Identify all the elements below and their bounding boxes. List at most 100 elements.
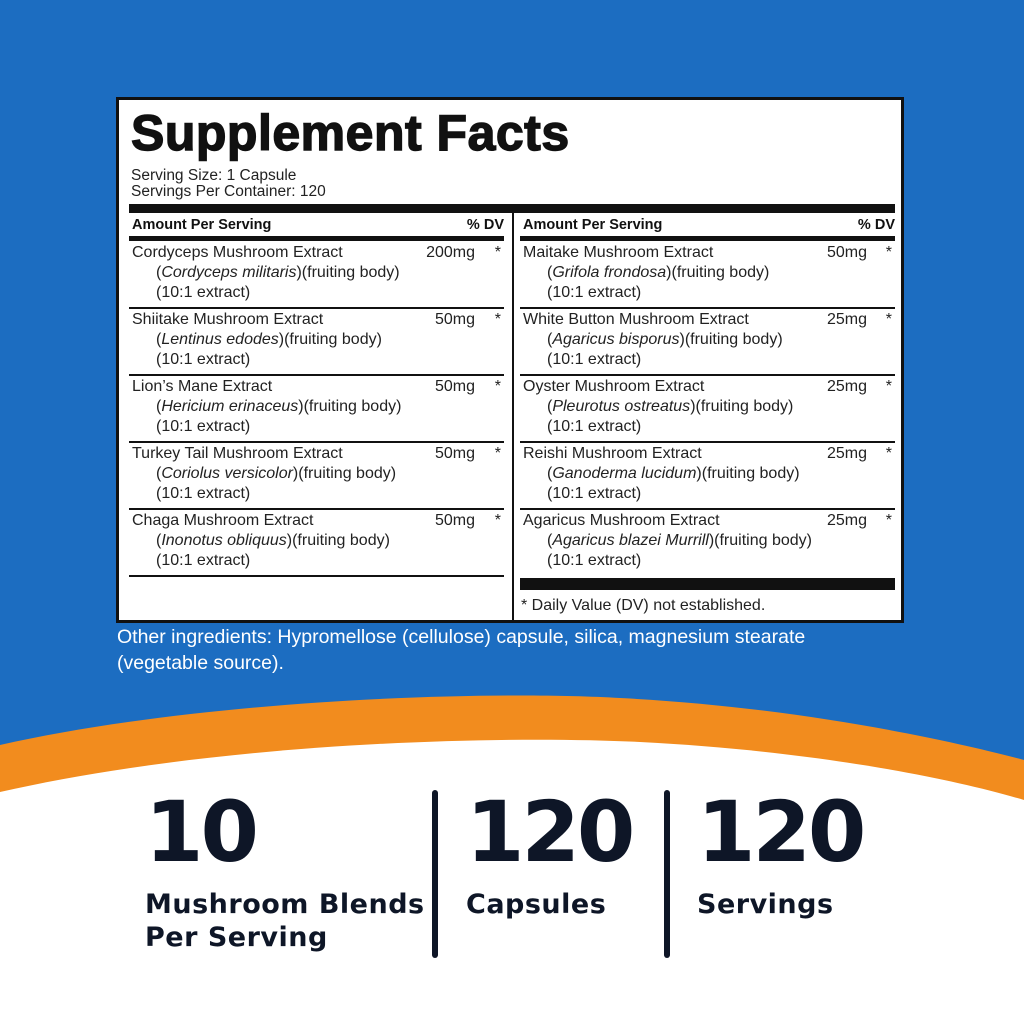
ingredient-extract: (10:1 extract) — [156, 284, 251, 301]
ingredient-name: Cordyceps Mushroom Extract — [132, 244, 343, 261]
ingredient-name: Reishi Mushroom Extract — [523, 445, 702, 462]
ingredient-amount: 25mg — [826, 445, 867, 462]
ingredient-extract: (10:1 extract) — [156, 552, 251, 569]
paren: ( — [156, 398, 162, 415]
ingredient-dv: * — [885, 378, 892, 395]
row-rule — [129, 508, 504, 510]
stat-divider — [664, 790, 670, 958]
latin-name: Ganoderma lucidum — [552, 465, 697, 482]
header-rule — [129, 236, 504, 241]
ingredient-amount: 200mg — [426, 244, 475, 261]
thick-rule — [129, 204, 895, 213]
ingredient-name: White Button Mushroom Extract — [523, 311, 749, 328]
ingredient-dv: * — [885, 244, 892, 261]
part: )(fruiting body) — [296, 264, 400, 281]
row-rule — [129, 374, 504, 376]
part: )(fruiting body) — [708, 532, 812, 549]
paren: ( — [547, 264, 553, 281]
ingredient-dv: * — [885, 512, 892, 529]
header-dv: % DV — [466, 217, 504, 233]
ingredient-amount: 25mg — [826, 311, 867, 328]
ingredient-source: (Ganoderma lucidum)(fruiting body) — [547, 464, 800, 484]
stat-label: Mushroom Blends — [145, 889, 425, 920]
ingredient-extract: (10:1 extract) — [547, 418, 642, 435]
header-rule — [520, 236, 895, 241]
latin-name: Grifola frondosa — [552, 264, 667, 281]
latin-name: Pleurotus ostreatus — [552, 398, 691, 415]
ingredient-name: Shiitake Mushroom Extract — [132, 311, 324, 328]
ingredient-source: (Grifola frondosa)(fruiting body) — [547, 263, 769, 283]
other-ingredients: (vegetable source). — [117, 652, 284, 674]
ingredient-dv: * — [494, 378, 501, 395]
stat-number: 10 — [145, 783, 259, 881]
latin-name: Agaricus blazei Murrill — [552, 532, 709, 549]
ingredient-extract: (10:1 extract) — [547, 351, 642, 368]
ingredient-extract: (10:1 extract) — [547, 485, 642, 502]
paren: ( — [547, 331, 553, 348]
serving-size: Serving Size: 1 Capsule — [131, 167, 297, 184]
ingredient-source: (Cordyceps militaris)(fruiting body) — [156, 263, 400, 283]
latin-name: Inonotus obliquus — [161, 532, 287, 549]
row-rule — [520, 307, 895, 309]
paren: ( — [547, 398, 553, 415]
ingredient-extract: (10:1 extract) — [547, 284, 642, 301]
ingredient-source: (Agaricus bisporus)(fruiting body) — [547, 330, 783, 350]
part: )(fruiting body) — [666, 264, 770, 281]
ingredient-extract: (10:1 extract) — [156, 485, 251, 502]
ingredient-source: (Inonotus obliquus)(fruiting body) — [156, 531, 390, 551]
row-rule — [129, 575, 504, 577]
stat-divider — [432, 790, 438, 958]
ingredient-dv: * — [494, 311, 501, 328]
ingredient-extract: (10:1 extract) — [547, 552, 642, 569]
ingredient-source: (Lentinus edodes)(fruiting body) — [156, 330, 382, 350]
part: )(fruiting body) — [278, 331, 382, 348]
row-rule — [520, 508, 895, 510]
paren: ( — [156, 331, 162, 348]
ingredient-name: Agaricus Mushroom Extract — [523, 512, 720, 529]
row-rule — [129, 441, 504, 443]
ingredient-name: Lion’s Mane Extract — [132, 378, 273, 395]
ingredient-source: (Pleurotus ostreatus)(fruiting body) — [547, 397, 793, 417]
latin-name: Coriolus versicolor — [161, 465, 293, 482]
latin-name: Hericium erinaceus — [161, 398, 299, 415]
part: )(fruiting body) — [298, 398, 402, 415]
left-column: Amount Per Serving % DV Cordyceps Mushroom… — [129, 213, 504, 613]
stat-label: Servings — [697, 889, 834, 920]
latin-name: Lentinus edodes — [161, 331, 279, 348]
ingredient-name: Oyster Mushroom Extract — [523, 378, 705, 395]
ingredient-amount: 25mg — [826, 512, 867, 529]
latin-name: Cordyceps militaris — [161, 264, 297, 281]
thick-rule — [520, 578, 895, 590]
ingredient-amount: 50mg — [826, 244, 867, 261]
column-divider — [512, 213, 514, 620]
ingredient-amount: 50mg — [434, 378, 475, 395]
ingredient-dv: * — [885, 445, 892, 462]
ingredient-name: Chaga Mushroom Extract — [132, 512, 314, 529]
paren: ( — [547, 465, 553, 482]
panel-title: Supplement Facts — [130, 104, 570, 161]
stat-number: 120 — [466, 783, 635, 881]
ingredient-dv: * — [885, 311, 892, 328]
ingredient-amount: 50mg — [434, 311, 475, 328]
part: )(fruiting body) — [696, 465, 800, 482]
header-amount: Amount Per Serving — [132, 217, 272, 233]
header-amount: Amount Per Serving — [523, 217, 663, 233]
part: )(fruiting body) — [286, 532, 390, 549]
ingredient-dv: * — [494, 445, 501, 462]
ingredient-name: Turkey Tail Mushroom Extract — [132, 445, 343, 462]
ingredient-amount: 50mg — [434, 512, 475, 529]
other-ingredients: Other ingredients: Hypromellose (cellulo… — [117, 626, 806, 648]
row-rule — [520, 374, 895, 376]
paren: ( — [156, 465, 162, 482]
ingredient-extract: (10:1 extract) — [156, 418, 251, 435]
ingredient-extract: (10:1 extract) — [156, 351, 251, 368]
stat-label: Per Serving — [145, 922, 328, 953]
part: )(fruiting body) — [679, 331, 783, 348]
row-rule — [520, 441, 895, 443]
stat-label: Capsules — [466, 889, 607, 920]
ingredient-source: (Coriolus versicolor)(fruiting body) — [156, 464, 396, 484]
right-column: Amount Per Serving % DV Maitake Mushroom E… — [520, 213, 895, 613]
ingredient-amount: 50mg — [434, 445, 475, 462]
